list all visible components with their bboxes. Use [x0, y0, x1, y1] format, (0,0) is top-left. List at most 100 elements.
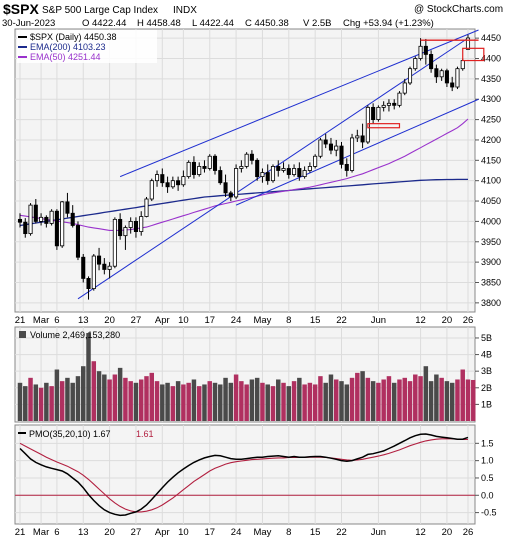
volume-bar: [318, 376, 323, 421]
highlight-box-1: [367, 123, 401, 129]
candle: [44, 215, 49, 228]
header-volume: V 2.5B: [303, 18, 332, 29]
volume-bar: [381, 379, 386, 421]
price-x-tick-label: 20: [104, 315, 115, 326]
candle-body: [249, 153, 254, 161]
header-close: C 4450.38: [245, 18, 289, 29]
volume-tick-label: 3B: [481, 366, 492, 376]
candle: [281, 162, 286, 173]
pmo-signal-line: [19, 438, 468, 513]
candle-body: [307, 166, 312, 171]
candle-body: [23, 221, 28, 235]
candle: [70, 205, 75, 228]
candle-body: [334, 145, 339, 151]
volume-bar: [244, 384, 249, 421]
candle: [355, 129, 360, 142]
legend-ema50: EMA(50) 4251.44: [30, 52, 101, 62]
volume-bar: [397, 379, 402, 421]
pmo-x-tick-label: 8: [286, 527, 291, 538]
candle-body: [286, 168, 291, 175]
candle: [128, 217, 133, 234]
pmo-x-tick-label: May: [253, 527, 271, 538]
candle: [60, 201, 65, 248]
pmo-x-tick-label: 26: [463, 527, 474, 538]
price-x-tick-label: 12: [415, 315, 426, 326]
candle-body: [170, 180, 175, 188]
candle-body: [418, 45, 423, 59]
candle-body: [270, 166, 276, 182]
moving-averages: [19, 118, 469, 231]
candle: [191, 156, 196, 179]
candle: [402, 78, 407, 96]
pmo-x-tick-label: Mar: [33, 527, 49, 538]
volume-bar: [391, 382, 397, 421]
candle: [234, 164, 239, 200]
pmo-signal-legend: 1.61: [136, 429, 154, 439]
pmo-x-tick-label: 22: [336, 527, 347, 538]
price-x-tick-label: 10: [178, 315, 189, 326]
candle-body: [355, 135, 360, 139]
candle: [360, 123, 365, 149]
candle-body: [381, 104, 386, 108]
volume-bar: [17, 382, 23, 421]
candle: [407, 66, 413, 85]
pmo-lines: [15, 433, 475, 517]
candle: [323, 133, 328, 149]
candle-body: [202, 166, 207, 169]
price-x-tick-label: 17: [204, 315, 215, 326]
candle-body: [323, 139, 328, 145]
candle-body: [33, 204, 38, 222]
candle-body: [297, 168, 302, 178]
candle: [91, 253, 96, 291]
candle-body: [444, 70, 449, 84]
candle-body: [197, 166, 202, 175]
candle: [292, 164, 297, 177]
header-high: H 4458.48: [137, 18, 181, 29]
volume-bar: [407, 381, 413, 421]
candle-body: [39, 216, 44, 222]
header-low: L 4422.44: [192, 18, 234, 29]
volume-bar: [328, 374, 334, 421]
volume-legend-swatch: [19, 331, 26, 338]
volume-bar: [86, 332, 91, 421]
volume-bar: [112, 374, 118, 421]
candle-body: [191, 161, 196, 175]
candle-body: [75, 225, 81, 258]
price-x-tick-label: 15: [310, 315, 321, 326]
candle-body: [160, 174, 165, 184]
volume-bar: [160, 384, 165, 421]
price-x-tick-label: 26: [463, 315, 474, 326]
price-x-tick-label: 21: [15, 315, 26, 326]
volume-bar: [281, 382, 286, 421]
candle-body: [386, 102, 391, 106]
candle: [139, 211, 144, 236]
pmo-x-tick-label: 6: [54, 527, 59, 538]
candle-body: [86, 278, 91, 290]
volume-bar: [202, 384, 207, 421]
candle: [344, 158, 349, 177]
candle-body: [44, 216, 49, 224]
candle-body: [413, 58, 418, 70]
volume-bar: [297, 377, 302, 421]
candle: [223, 174, 228, 197]
candle-body: [17, 218, 23, 223]
pmo-x-axis: 21 Mar 6 13 20 27 Apr 10 17 24 May 8 15 22 Jun 12 20 26: [15, 527, 474, 538]
volume-bar: [423, 366, 429, 421]
candle: [86, 276, 91, 300]
price-tick-label: 4200: [481, 135, 501, 145]
candle-body: [371, 106, 376, 120]
candle-body: [265, 172, 270, 182]
volume-bar: [223, 377, 228, 421]
volume-bar: [133, 382, 139, 421]
candle: [397, 91, 402, 108]
exchange-label: INDX: [173, 5, 197, 16]
candle: [450, 76, 455, 92]
price-x-tick-label: 24: [231, 315, 242, 326]
volume-bar: [333, 379, 339, 421]
candle-body: [429, 54, 434, 70]
price-legend: $SPX (Daily) 4450.38 EMA(200) 4103.23 EM…: [17, 30, 157, 63]
candle: [165, 176, 170, 193]
price-tick-label: 4300: [481, 94, 501, 104]
price-x-tick-label: 20: [442, 315, 453, 326]
pmo-panel: -0.5 0.0 0.5 1.0 1.5 PMO(35,20,10) 1.67 1.61: [14, 424, 497, 525]
